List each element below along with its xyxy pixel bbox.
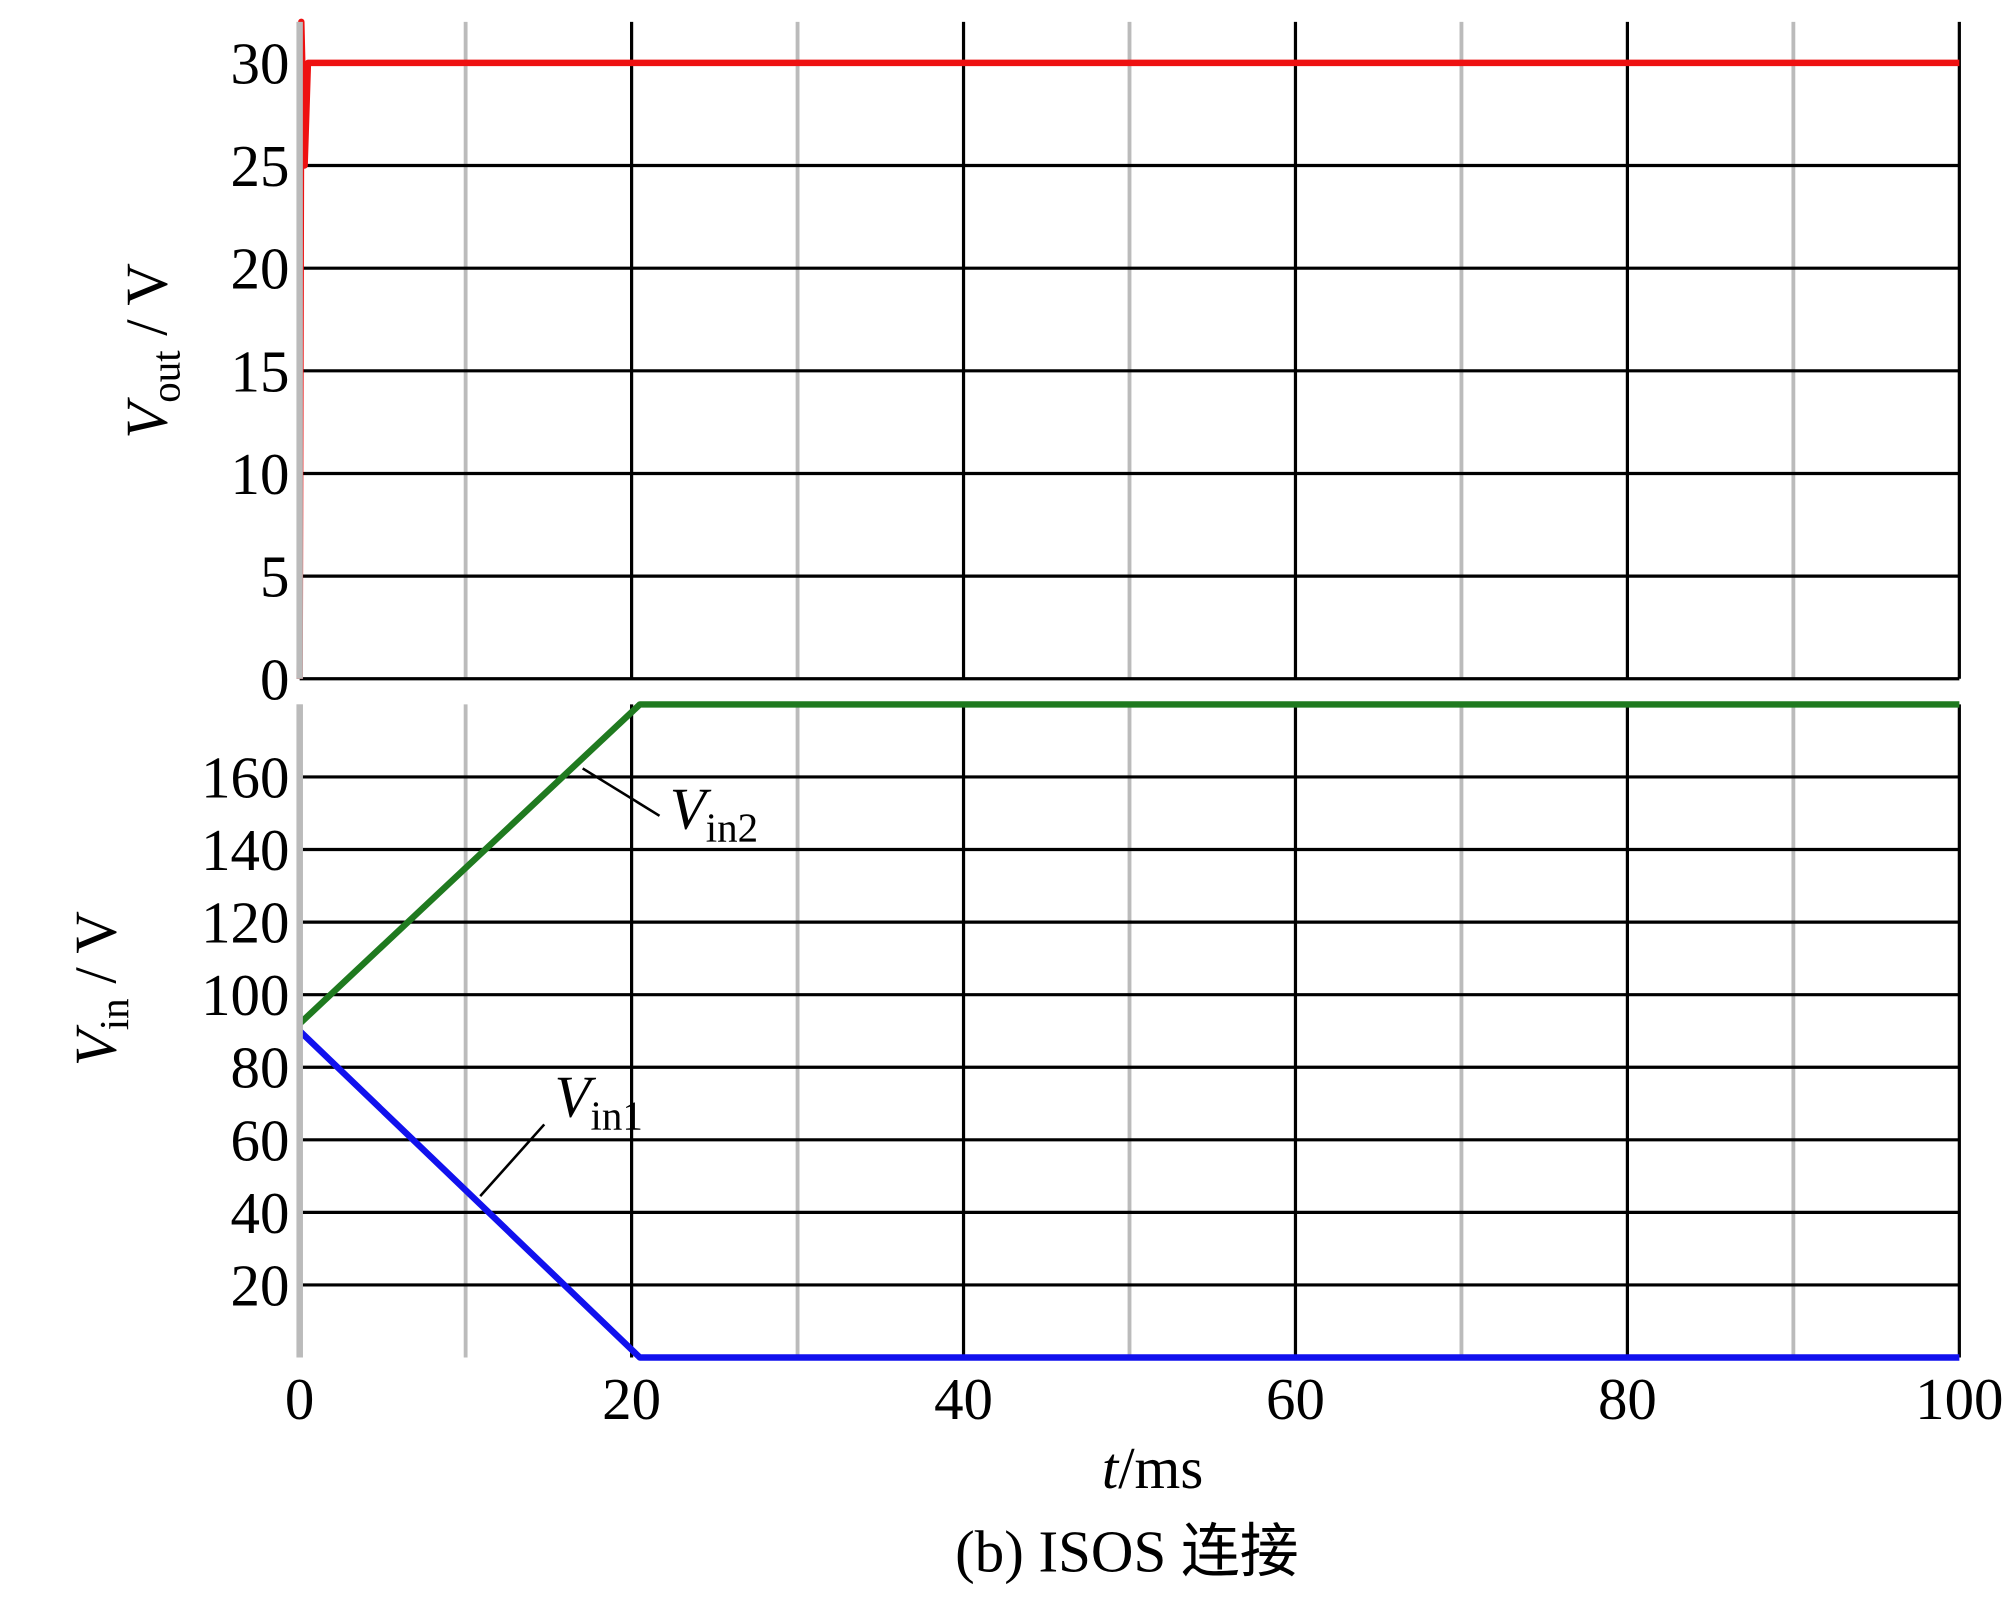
y-label-subscript: out xyxy=(142,350,188,403)
y-tick-label: 5 xyxy=(260,545,289,610)
series-label-symbol: V xyxy=(555,1065,597,1130)
y-label-subscript: in xyxy=(91,998,137,1030)
y-tick-label: 10 xyxy=(231,442,290,507)
y-label-symbol: V xyxy=(114,397,179,439)
x-tick-label: 20 xyxy=(602,1367,661,1432)
y-tick-label: 0 xyxy=(260,647,289,712)
y-axis-label: Vin / V xyxy=(63,911,137,1066)
series-label: Vin2 xyxy=(670,777,758,851)
x-tick-label: 40 xyxy=(934,1367,993,1432)
y-tick-label: 100 xyxy=(201,963,289,1028)
y-tick-label: 140 xyxy=(201,818,289,883)
series-label: Vin1 xyxy=(555,1065,643,1139)
y-tick-label: 60 xyxy=(231,1108,290,1173)
annotation-leader xyxy=(479,1123,546,1198)
y-label-unit: / V xyxy=(63,911,128,998)
x-label-unit: /ms xyxy=(1118,1436,1203,1501)
x-tick-label: 0 xyxy=(285,1367,314,1432)
x-tick-label: 100 xyxy=(1915,1367,2003,1432)
y-tick-label: 20 xyxy=(231,237,290,302)
y-tick-label: 15 xyxy=(231,339,290,404)
y-label-unit: / V xyxy=(114,263,179,350)
data-line xyxy=(297,701,1960,1027)
series-label-symbol: V xyxy=(670,777,712,842)
caption: (b) ISOS 连接 xyxy=(955,1519,1299,1584)
y-tick-label: 120 xyxy=(201,891,289,956)
y-tick-label: 20 xyxy=(231,1253,290,1318)
x-axis-label: t/ms xyxy=(1102,1436,1203,1501)
series-label-subscript: in2 xyxy=(706,804,758,850)
y-tick-label: 25 xyxy=(231,134,290,199)
x-tick-label: 80 xyxy=(1598,1367,1657,1432)
y-axis-label: Vout / V xyxy=(114,263,188,439)
y-tick-label: 80 xyxy=(231,1036,290,1101)
y-tick-label: 40 xyxy=(231,1181,290,1246)
y-label-symbol: V xyxy=(63,1024,128,1066)
x-tick-label: 60 xyxy=(1266,1367,1325,1432)
y-tick-label: 30 xyxy=(231,31,290,96)
data-line xyxy=(297,1028,1960,1361)
y-tick-label: 160 xyxy=(201,745,289,810)
x-label-symbol: t xyxy=(1102,1436,1120,1501)
series-label-subscript: in1 xyxy=(590,1093,642,1139)
annotation-leader xyxy=(582,767,661,817)
